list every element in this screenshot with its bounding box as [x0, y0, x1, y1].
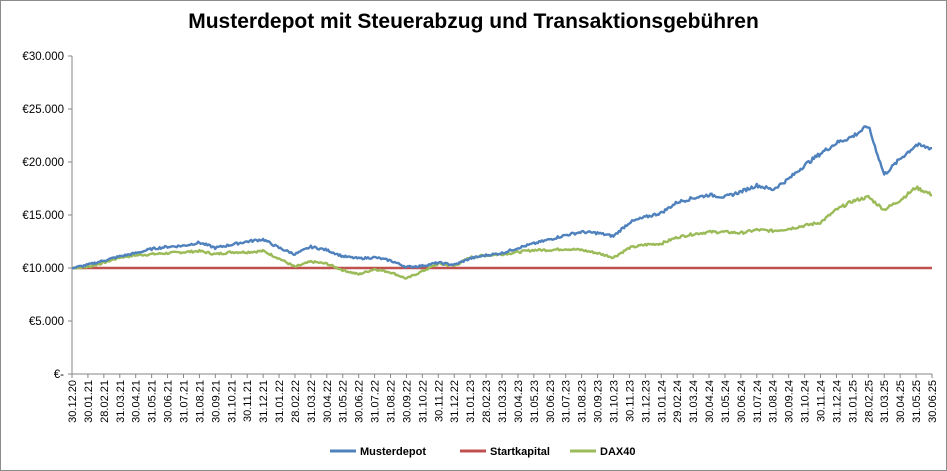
x-tick-label: 31.12.23: [640, 380, 652, 423]
x-tick-label: 28.02.21: [99, 380, 111, 423]
x-tick-label: 30.11.24: [816, 380, 828, 422]
x-tick-label: 31.01.24: [656, 380, 668, 423]
x-tick-label: 31.03.23: [497, 380, 509, 423]
x-tick-label: 31.05.21: [147, 380, 159, 423]
x-tick-label: 31.10.22: [417, 380, 429, 423]
x-tick-label: 28.02.25: [863, 380, 875, 423]
x-tick-label: 30.04.22: [322, 380, 334, 423]
x-tick-label: 28.02.22: [290, 380, 302, 423]
x-tick-label: 31.05.23: [529, 380, 541, 423]
x-axis-labels: 30.12.20 30.01.21 28.02.21 31.03.21 30.04.21…: [67, 380, 939, 423]
x-tick-label: 31.05.25: [911, 380, 923, 423]
x-tick-label: 31.12.22: [449, 380, 461, 423]
y-tick-label: €30.000: [22, 51, 64, 63]
x-tick-label: 29.02.24: [672, 380, 684, 423]
y-tick-label: €20.000: [22, 157, 64, 169]
x-tick-label: 31.10.23: [608, 380, 620, 423]
x-tick-label: 30.09.24: [784, 380, 796, 423]
x-tick-label: 31.08.23: [577, 380, 589, 423]
x-tick-label: 31.03.22: [306, 380, 318, 423]
y-tick-label: €25.000: [22, 104, 64, 116]
x-tick-label: 30.11.22: [433, 380, 445, 422]
x-tick-label: 30.06.21: [163, 380, 175, 423]
series-lines: [71, 125, 933, 280]
y-tick-label: €-: [54, 369, 64, 381]
x-tick-label: 30.04.21: [131, 380, 143, 423]
x-tick-label: 31.03.24: [688, 380, 700, 423]
x-tick-label: 31.03.21: [115, 380, 127, 423]
x-tick-label: 30.09.23: [593, 380, 605, 423]
y-tick-label: €5.000: [29, 316, 64, 328]
chart-title: Musterdepot mit Steuerabzug und Transakt…: [188, 10, 759, 33]
x-tick-label: 30.06.25: [927, 380, 939, 423]
x-tick-label: 31.07.24: [752, 380, 764, 423]
series-line-dax40: [71, 185, 933, 280]
series-line-musterdepot: [71, 125, 932, 270]
x-tick-label: 30.09.22: [401, 380, 413, 423]
x-tick-label: 31.07.21: [178, 380, 190, 423]
x-tick-label: 31.10.21: [226, 380, 238, 423]
x-tick-label: 31.08.22: [386, 380, 398, 423]
x-tick-label: 28.02.23: [481, 380, 493, 423]
x-tick-label: 30.04.25: [895, 380, 907, 423]
x-tick-label: 31.08.21: [194, 380, 206, 423]
y-tick-label: €10.000: [22, 263, 64, 275]
x-tick-label: 30.01.21: [83, 380, 95, 423]
x-tick-label: 30.11.21: [242, 380, 254, 422]
x-tick-label: 30.06.24: [736, 380, 748, 423]
x-tick-label: 31.10.24: [800, 380, 812, 423]
legend: Musterdepot Startkapital DAX40: [330, 446, 635, 458]
x-tick-label: 31.01.23: [465, 380, 477, 423]
x-tick-label: 31.12.24: [831, 380, 843, 423]
x-tick-label: 30.11.23: [624, 380, 636, 422]
legend-label-startkapital: Startkapital: [490, 446, 550, 458]
legend-label-musterdepot: Musterdepot: [360, 446, 426, 458]
x-tick-label: 31.03.25: [879, 380, 891, 423]
x-tick-label: 30.06.23: [545, 380, 557, 423]
x-tick-label: 30.06.22: [354, 380, 366, 423]
x-tick-label: 31.12.21: [258, 380, 270, 423]
x-tick-label: 30.09.21: [210, 380, 222, 423]
plot-axes: [68, 55, 933, 378]
y-tick-label: €15.000: [22, 210, 64, 222]
y-axis-labels: €- €5.000 €10.000 €15.000 €20.000 €25.000 €30.…: [22, 51, 64, 381]
x-tick-label: 31.05.24: [720, 380, 732, 423]
x-tick-label: 31.05.22: [338, 380, 350, 423]
x-tick-label: 31.07.22: [370, 380, 382, 423]
x-tick-label: 31.08.24: [768, 380, 780, 423]
x-tick-label: 30.12.20: [67, 380, 79, 423]
x-tick-label: 30.04.23: [513, 380, 525, 423]
x-tick-label: 31.01.25: [847, 380, 859, 423]
legend-label-dax40: DAX40: [600, 446, 635, 458]
x-tick-label: 31.07.23: [561, 380, 573, 423]
x-tick-label: 30.04.24: [704, 380, 716, 423]
x-tick-label: 31.01.22: [274, 380, 286, 423]
